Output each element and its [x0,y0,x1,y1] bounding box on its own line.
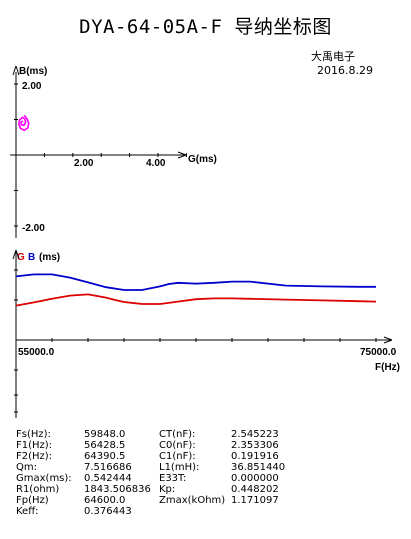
parameter-label: Gmax(ms): [16,473,72,484]
parameter-row: Qm: 7.516686 L1(mH): 36.851440 [16,462,285,473]
g-axis-arrow-top [177,151,187,156]
company-name: 大禹电子 [311,50,355,63]
parameter-label: E33T: [159,473,187,484]
parameter-value: 0.000000 [231,473,279,484]
legend-b-label: B [28,252,35,263]
parameter-value: 64600.0 [84,495,126,506]
parameter-value: 0.448202 [231,484,279,495]
parameter-value: 64390.5 [84,451,126,462]
parameter-label: Zmax(kOhm) [159,495,226,506]
parameter-value: 0.191916 [231,451,279,462]
legend-g-label: G [17,252,25,263]
parameter-value: 7.516686 [84,462,132,473]
parameter-row: F1(Hz): 56428.5 C0(nF): 2.353306 [16,440,285,451]
b-axis-arrow-right [15,65,20,76]
report-date: 2016.8.29 [317,64,373,77]
parameter-label: Fs(Hz): [16,429,51,440]
parameter-label: Keff: [16,506,39,517]
b-axis-label: B(ms) [19,66,47,77]
freq-tick-label-start: 55000.0 [18,347,55,358]
parameter-value: 56428.5 [84,440,126,451]
b-tick-label-bottom: -2.00 [22,223,45,234]
parameter-row: Fs(Hz): 59848.0 CT(nF): 2.545223 [16,429,285,440]
parameter-table: Fs(Hz): 59848.0 CT(nF): 2.545223 F1(Hz): 5642… [16,429,285,517]
freq-x-axis-label: F(Hz) [375,362,400,373]
parameter-row: Keff: 0.376443 [16,506,285,517]
parameter-value: 0.376443 [84,506,132,517]
b-axis-arrow-left [12,65,17,76]
freq-y-axis-arrow-right [15,249,20,260]
freq-x-axis-arrow-top [383,336,393,341]
parameter-label: F2(Hz): [16,451,53,462]
parameter-label: L1(mH): [159,462,200,473]
parameter-value: 1843.506836 [84,484,151,495]
parameter-label: C1(nF): [159,451,196,462]
parameter-value [231,506,285,517]
g-axis-arrow-bottom [177,154,187,159]
admittance-circle-series [17,114,30,132]
freq-tick-label-end: 75000.0 [360,347,397,358]
g-tick-label-2: 4.00 [146,158,166,169]
parameter-row: F2(Hz): 64390.5 C1(nF): 0.191916 [16,451,285,462]
parameter-value: 1.171097 [231,495,279,506]
g-tick-label-1: 2.00 [74,158,94,169]
freq-x-axis-arrow-bottom [383,339,393,344]
parameter-row: Gmax(ms): 0.542444 E33T: 0.000000 [16,473,285,484]
parameter-label: R1(ohm) [16,484,60,495]
parameter-label: Qm: [16,462,37,473]
parameter-row: Fp(Hz) 64600.0 Zmax(kOhm) 1.171097 [16,495,285,506]
parameter-label: C0(nF): [159,440,196,451]
parameter-value: 0.542444 [84,473,132,484]
parameter-value: 2.353306 [231,440,279,451]
g-axis-label: G(ms) [188,154,217,165]
admittance-plot: B(ms) G(ms) 2.00 -2.00 2.00 4.00 [10,65,217,238]
parameter-label: F1(Hz): [16,440,53,451]
parameter-value: 2.545223 [231,429,279,440]
parameter-value: 36.851440 [231,462,286,473]
frequency-plot: G B (ms) 55000.0 75000.0 F(Hz) [12,249,400,418]
freq-y-unit-label: (ms) [39,252,60,263]
parameter-label: CT(nF): [159,429,196,440]
b-tick-label-top: 2.00 [22,81,42,92]
parameter-label [159,506,231,517]
parameter-row: R1(ohm) 1843.506836 Kp: 0.448202 [16,484,285,495]
parameter-label: Fp(Hz) [16,495,49,506]
b-series-line [15,273,376,291]
freq-y-axis-arrow-left [12,249,17,260]
parameter-value: 59848.0 [84,429,126,440]
g-series-line [15,293,377,307]
page-title: DYA-64-05A-F 导纳坐标图 [79,16,332,38]
parameter-label: Kp: [159,484,176,495]
